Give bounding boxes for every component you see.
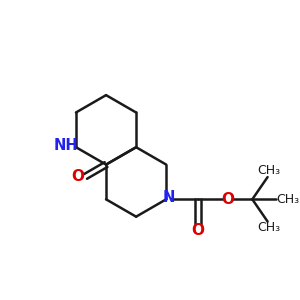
Text: O: O [192, 223, 205, 238]
Text: O: O [221, 192, 234, 207]
Text: NH: NH [54, 138, 79, 153]
Text: CH₃: CH₃ [257, 221, 280, 234]
Text: CH₃: CH₃ [276, 193, 299, 206]
Text: N: N [162, 190, 175, 206]
Text: CH₃: CH₃ [257, 164, 280, 178]
Text: O: O [71, 169, 84, 184]
